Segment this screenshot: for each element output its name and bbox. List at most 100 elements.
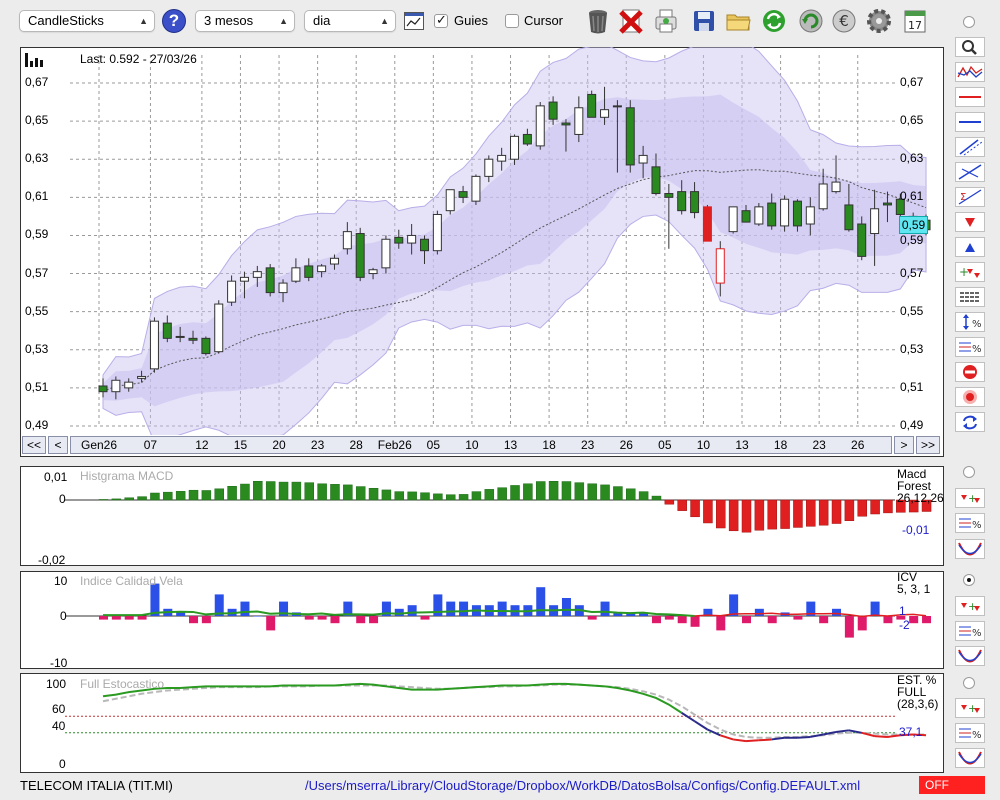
trash-icon[interactable] xyxy=(584,6,612,36)
macd-bar xyxy=(163,491,173,501)
stoch-ytick-100: 100 xyxy=(46,677,67,691)
record-button[interactable] xyxy=(955,387,985,407)
icv-bar xyxy=(806,601,816,616)
lines-percent-button[interactable]: % xyxy=(955,337,985,357)
candle xyxy=(767,193,777,230)
status-badge[interactable]: OFF xyxy=(919,776,985,794)
candle xyxy=(111,376,121,400)
chart-window-icon[interactable] xyxy=(404,12,424,30)
cursor-checkbox[interactable] xyxy=(505,14,519,28)
fibonacci-button[interactable]: Σ xyxy=(955,187,985,207)
icv-curve-button[interactable] xyxy=(955,646,985,666)
price-ytick-right: 0,65 xyxy=(900,113,924,128)
candle xyxy=(805,197,815,236)
icv-panel-radio[interactable] xyxy=(963,574,975,586)
update-icon[interactable] xyxy=(797,6,825,36)
icv-bar xyxy=(111,616,121,620)
candle-body xyxy=(510,135,520,160)
no-entry-button[interactable] xyxy=(955,362,985,382)
date-tick: 05 xyxy=(658,438,672,452)
period-value: 3 mesos xyxy=(204,13,254,28)
guides-checkbox[interactable] xyxy=(434,12,448,28)
zoom-button[interactable] xyxy=(955,37,985,57)
calendar-icon[interactable]: 17 xyxy=(901,6,929,36)
icv-bar xyxy=(317,616,327,620)
candle xyxy=(342,222,352,255)
indicator-overlay-button[interactable] xyxy=(955,62,985,82)
macd-panel-radio[interactable] xyxy=(963,466,975,478)
stoch-panel-radio[interactable] xyxy=(963,677,975,689)
folder-icon[interactable] xyxy=(724,6,752,36)
macd-bar xyxy=(304,482,315,501)
candle-body xyxy=(420,238,429,252)
stoch-curve-button[interactable] xyxy=(955,748,985,768)
date-tick: 15 xyxy=(233,438,248,452)
gear-icon[interactable] xyxy=(865,6,893,36)
price-ytick-left: 0,49 xyxy=(25,418,49,432)
calendar-day: 17 xyxy=(908,19,922,32)
macd-bar xyxy=(355,486,366,501)
nav-first-button[interactable]: << xyxy=(22,436,46,454)
stoch-signals-button[interactable]: + xyxy=(955,698,985,718)
macd-curve-button[interactable] xyxy=(955,539,985,559)
macd-bar xyxy=(767,499,777,530)
print-icon[interactable] xyxy=(652,6,680,36)
scale-percent-button[interactable]: % xyxy=(955,312,985,332)
refresh-icon[interactable] xyxy=(760,6,788,36)
macd-signals-button[interactable]: + xyxy=(955,488,985,508)
candle-body xyxy=(767,202,777,227)
config-path[interactable]: /Users/mserra/Library/CloudStorage/Dropb… xyxy=(305,778,861,793)
trendline-button[interactable] xyxy=(955,162,985,182)
stoch-levels-button[interactable]: % xyxy=(955,723,985,743)
price-ytick-right: 0,63 xyxy=(900,151,924,166)
main-panel-radio[interactable] xyxy=(963,16,975,28)
icv-ytick-zero: 0 xyxy=(60,609,67,623)
currency-icon[interactable]: € xyxy=(830,6,858,36)
macd-bar xyxy=(497,487,507,501)
macd-bar xyxy=(201,490,212,501)
nav-prev-button[interactable]: < xyxy=(48,436,68,454)
icv-panel[interactable] xyxy=(20,571,944,669)
period-select[interactable]: 3 mesos ▲ xyxy=(195,10,295,32)
icv-signals-button[interactable]: + xyxy=(955,596,985,616)
lines-list-button[interactable] xyxy=(955,287,985,307)
blue-line-button[interactable] xyxy=(955,112,985,132)
icv-levels-button[interactable]: % xyxy=(955,621,985,641)
macd-bar xyxy=(741,499,752,533)
macd-levels-button[interactable]: % xyxy=(955,513,985,533)
sell-arrow-button[interactable] xyxy=(955,212,985,232)
stoch-title: Full Estocastico xyxy=(80,677,165,691)
candle-body xyxy=(728,206,738,233)
date-tick: 20 xyxy=(272,438,286,452)
interval-value: dia xyxy=(313,13,331,28)
nav-last-button[interactable]: >> xyxy=(916,436,940,454)
candle-body xyxy=(561,122,571,126)
candle xyxy=(201,336,211,356)
candle xyxy=(381,235,391,274)
red-line-button[interactable] xyxy=(955,87,985,107)
chart-type-select[interactable]: CandleSticks ▲ xyxy=(19,10,155,32)
macd-bar xyxy=(548,480,559,501)
icv-bar xyxy=(729,594,739,616)
macd-panel[interactable] xyxy=(20,466,944,566)
candle xyxy=(188,330,198,345)
add-marker-button[interactable]: + xyxy=(955,262,985,282)
help-icon[interactable]: ? xyxy=(162,9,186,33)
delete-icon[interactable] xyxy=(617,6,645,36)
nav-next-button[interactable]: > xyxy=(894,436,914,454)
interval-select[interactable]: dia ▲ xyxy=(304,10,396,32)
stoch-panel[interactable] xyxy=(20,673,944,773)
candle xyxy=(407,224,417,255)
date-axis[interactable] xyxy=(70,436,892,454)
candle-body xyxy=(252,271,262,278)
buy-arrow-button[interactable] xyxy=(955,237,985,257)
sync-button[interactable] xyxy=(955,412,985,432)
candle-body xyxy=(870,208,880,235)
price-ytick-right: 0,67 xyxy=(900,75,924,89)
channel-button[interactable] xyxy=(955,137,985,157)
date-tick: 12 xyxy=(195,438,209,452)
macd-bar xyxy=(124,497,134,501)
chevron-updown-icon: ▲ xyxy=(279,16,288,26)
save-icon[interactable] xyxy=(690,6,718,36)
price-ytick-left: 0,51 xyxy=(25,379,49,394)
